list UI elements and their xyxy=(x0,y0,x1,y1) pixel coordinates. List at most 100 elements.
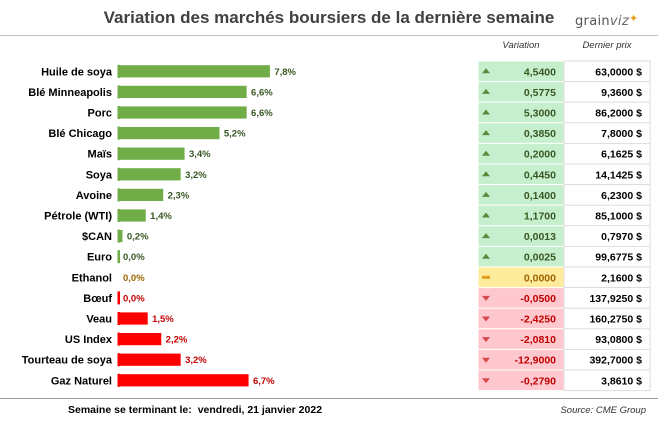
logo-viz: viz xyxy=(609,14,629,29)
bar-base xyxy=(117,250,120,264)
data-label: 0,0% xyxy=(123,273,145,284)
variation-value: 0,2000 xyxy=(524,149,556,161)
bar xyxy=(118,167,182,182)
down-arrow-icon xyxy=(482,316,490,322)
data-label: 0,2% xyxy=(127,232,149,243)
category-label: $CAN xyxy=(82,231,112,243)
data-label: 3,2% xyxy=(185,170,207,181)
category-label: Gaz Naturel xyxy=(51,375,112,387)
category-label: Blé Minneapolis xyxy=(28,87,112,99)
up-arrow-icon xyxy=(482,109,490,115)
last-price-value: 160,2750 $ xyxy=(589,314,642,326)
logo-grain: grain xyxy=(575,14,610,29)
category-label: Ethanol xyxy=(72,272,112,284)
bar-base xyxy=(117,229,120,243)
up-arrow-icon xyxy=(482,150,490,156)
up-arrow-icon xyxy=(482,88,490,94)
variation-value: -0,2790 xyxy=(520,375,556,387)
data-label: 6,7% xyxy=(253,376,275,387)
up-arrow-icon xyxy=(482,68,490,74)
variation-value: 0,1400 xyxy=(524,190,556,202)
bar-base xyxy=(117,85,120,99)
data-label: 2,3% xyxy=(168,190,190,201)
data-label: 6,6% xyxy=(251,108,273,119)
category-label: Soya xyxy=(86,169,113,181)
down-arrow-icon xyxy=(482,337,490,343)
data-label: 3,2% xyxy=(185,355,207,366)
bar xyxy=(118,311,149,326)
category-label: Avoine xyxy=(76,190,112,202)
week-ending-label: Semaine se terminant le: xyxy=(68,404,192,416)
bar-base xyxy=(117,291,120,305)
variation-value: -2,4250 xyxy=(520,314,556,326)
variation-value: 0,0025 xyxy=(524,252,556,264)
variation-value: 1,1700 xyxy=(524,211,556,223)
last-price-value: 93,0800 $ xyxy=(595,334,642,346)
bar xyxy=(118,105,248,120)
bar xyxy=(118,64,271,79)
footer-divider xyxy=(0,398,658,399)
bar-base xyxy=(117,209,120,222)
bar xyxy=(118,126,221,140)
bar-base xyxy=(117,106,120,119)
data-label: 5,2% xyxy=(224,129,246,140)
category-label: Maïs xyxy=(88,149,112,161)
bar xyxy=(118,187,165,202)
down-arrow-icon xyxy=(482,295,490,301)
category-label: Huile de soya xyxy=(41,66,113,78)
bar xyxy=(118,85,248,99)
category-label: Porc xyxy=(88,108,112,120)
category-label: Bœuf xyxy=(83,293,112,305)
last-price-value: 3,8610 $ xyxy=(601,375,642,387)
variation-value: 0,0000 xyxy=(524,272,556,284)
category-label: US Index xyxy=(65,334,113,346)
last-price-value: 86,2000 $ xyxy=(595,108,642,120)
last-price-value: 0,7970 $ xyxy=(601,231,642,243)
bar-base xyxy=(117,64,120,78)
down-arrow-icon xyxy=(482,357,490,363)
data-label: 3,4% xyxy=(189,149,211,160)
header-divider xyxy=(0,35,658,36)
last-price-value: 6,1625 $ xyxy=(601,149,642,161)
variation-value: 0,4450 xyxy=(524,169,556,181)
flat-dash-icon xyxy=(482,275,490,279)
bar-base xyxy=(117,126,120,140)
bar xyxy=(118,208,147,223)
last-price-value: 6,2300 $ xyxy=(601,190,642,202)
variation-value: 0,0013 xyxy=(524,231,556,243)
variation-value: 5,3000 xyxy=(524,108,556,120)
category-label: Tourteau de soya xyxy=(22,355,113,367)
last-price-value: 63,0000 $ xyxy=(595,66,642,78)
bar-base xyxy=(117,147,120,161)
last-price-value: 7,8000 $ xyxy=(601,128,642,140)
bar xyxy=(118,352,182,367)
last-price-value: 85,1000 $ xyxy=(595,211,642,223)
column-header-variation: Variation xyxy=(502,40,540,51)
category-label: Pétrole (WTI) xyxy=(44,211,112,223)
down-arrow-icon xyxy=(482,378,490,384)
chart-title: Variation des marchés boursiers de la de… xyxy=(103,8,555,27)
up-arrow-icon xyxy=(482,130,490,136)
data-label: 7,8% xyxy=(274,67,296,78)
last-price-value: 99,6775 $ xyxy=(595,252,642,264)
bar-base xyxy=(117,353,120,367)
last-price-value: 2,1600 $ xyxy=(601,272,642,284)
variation-value: 4,5400 xyxy=(524,66,556,78)
last-price-value: 9,3600 $ xyxy=(601,87,642,99)
logo-spark-icon: ✦ xyxy=(628,12,639,25)
variation-value: 0,3850 xyxy=(524,128,556,140)
variation-value: -12,9000 xyxy=(515,355,557,367)
variation-value: 0,5775 xyxy=(524,87,556,99)
up-arrow-icon xyxy=(482,212,490,218)
bar xyxy=(118,332,163,347)
price-cell xyxy=(563,369,651,392)
column-header-dernier-prix: Dernier prix xyxy=(582,40,632,51)
grainviz-logo: grainviz✦ xyxy=(575,12,639,29)
category-label: Euro xyxy=(87,252,112,264)
bar-base xyxy=(117,373,120,387)
data-label: 2,2% xyxy=(166,335,188,346)
source-note: Source: CME Group xyxy=(560,405,646,416)
bar xyxy=(118,146,186,161)
week-ending: Semaine se terminant le: vendredi, 21 jan… xyxy=(68,404,322,416)
data-label: 0,0% xyxy=(123,252,145,263)
